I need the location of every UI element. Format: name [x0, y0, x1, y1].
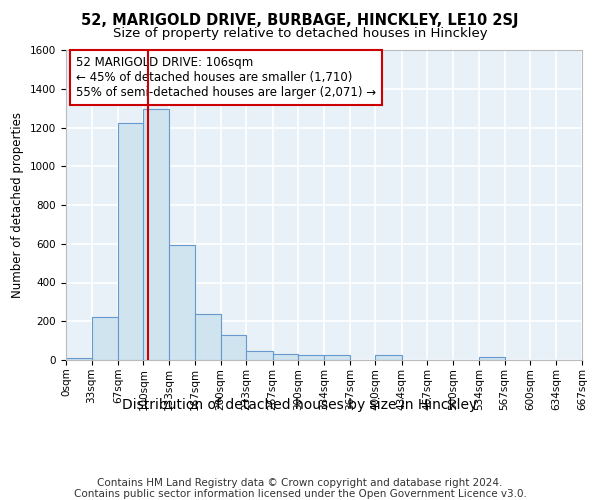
- Text: Distribution of detached houses by size in Hinckley: Distribution of detached houses by size …: [122, 398, 478, 411]
- Bar: [298, 355, 325, 360]
- Bar: [376, 355, 402, 360]
- Bar: [195, 314, 221, 360]
- Y-axis label: Number of detached properties: Number of detached properties: [11, 112, 25, 298]
- Text: 52, MARIGOLD DRIVE, BURBAGE, HINCKLEY, LE10 2SJ: 52, MARIGOLD DRIVE, BURBAGE, HINCKLEY, L…: [81, 12, 519, 28]
- Bar: [479, 358, 505, 360]
- Text: 52 MARIGOLD DRIVE: 106sqm
← 45% of detached houses are smaller (1,710)
55% of se: 52 MARIGOLD DRIVE: 106sqm ← 45% of detac…: [76, 56, 376, 99]
- Bar: [246, 350, 272, 360]
- Text: Size of property relative to detached houses in Hinckley: Size of property relative to detached ho…: [113, 28, 487, 40]
- Bar: [325, 355, 350, 360]
- Bar: [92, 318, 118, 360]
- Bar: [272, 354, 298, 360]
- Bar: [143, 110, 169, 360]
- Bar: [66, 358, 92, 360]
- Bar: [221, 335, 246, 360]
- Text: Contains HM Land Registry data © Crown copyright and database right 2024.
Contai: Contains HM Land Registry data © Crown c…: [74, 478, 526, 499]
- Bar: [169, 244, 195, 360]
- Bar: [118, 122, 143, 360]
